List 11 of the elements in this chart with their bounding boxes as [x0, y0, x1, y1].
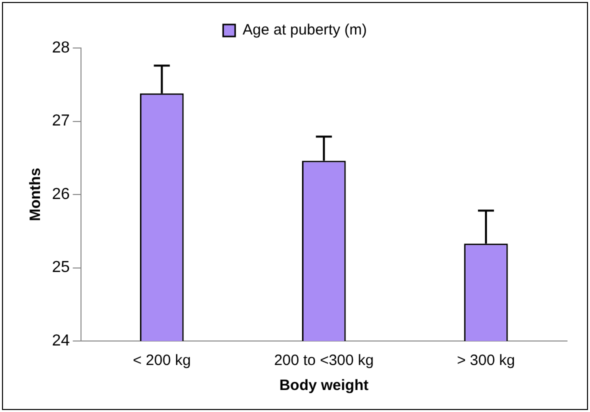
x-tick-label: < 200 kg — [132, 352, 191, 370]
y-tick-label: 28 — [52, 39, 70, 56]
y-tick-label: 26 — [52, 186, 70, 203]
y-tick-label: 27 — [52, 112, 70, 130]
y-axis-title: Months — [27, 168, 44, 222]
x-axis-title: Body weight — [279, 377, 368, 394]
y-tick-label: 25 — [52, 259, 70, 276]
x-tick-label: > 300 kg — [456, 352, 515, 370]
legend-label: Age at puberty (m) — [242, 22, 367, 39]
x-tick-label: 200 to <300 kg — [274, 352, 374, 370]
y-tick-label: 24 — [52, 332, 70, 350]
